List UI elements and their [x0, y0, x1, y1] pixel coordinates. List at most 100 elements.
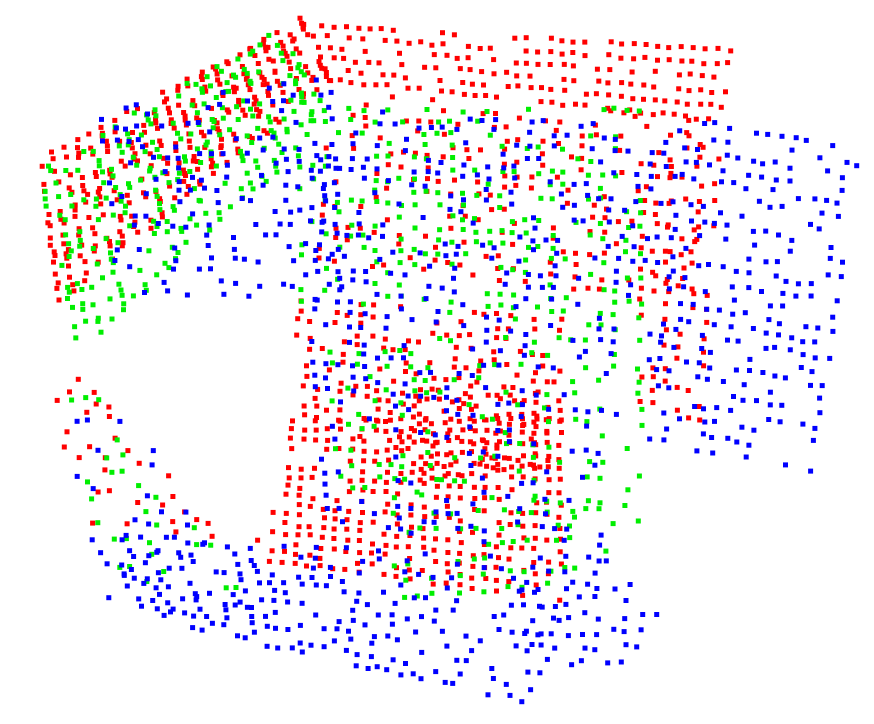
- green-point: [635, 390, 641, 396]
- red-point: [544, 439, 550, 445]
- green-point: [263, 178, 269, 184]
- green-point: [297, 164, 303, 170]
- red-point: [512, 398, 518, 404]
- blue-point: [524, 579, 530, 585]
- green-point: [544, 392, 550, 398]
- blue-point: [677, 416, 682, 422]
- red-point: [432, 257, 438, 263]
- red-point: [487, 192, 493, 198]
- red-point: [531, 410, 537, 416]
- red-point: [280, 89, 286, 95]
- blue-point: [231, 235, 236, 240]
- blue-point: [315, 268, 321, 274]
- red-point: [148, 163, 154, 169]
- red-point: [135, 500, 141, 505]
- blue-point: [245, 98, 250, 104]
- blue-point: [393, 454, 399, 460]
- blue-point: [808, 293, 814, 299]
- blue-point: [314, 153, 320, 159]
- red-point: [411, 403, 417, 409]
- red-point: [331, 526, 337, 532]
- blue-point: [834, 200, 840, 206]
- red-point: [539, 151, 545, 157]
- blue-point: [403, 661, 408, 666]
- green-point: [435, 251, 441, 257]
- green-point: [273, 163, 279, 169]
- blue-point: [700, 203, 706, 209]
- red-point: [453, 458, 459, 464]
- blue-point: [428, 369, 433, 375]
- red-point: [319, 346, 325, 351]
- green-point: [636, 473, 642, 479]
- green-point: [597, 310, 603, 316]
- red-point: [373, 82, 379, 88]
- blue-point: [530, 618, 536, 624]
- green-point: [601, 287, 607, 293]
- green-point: [147, 168, 153, 174]
- blue-point: [411, 169, 417, 175]
- blue-point: [524, 156, 530, 161]
- blue-point: [197, 151, 203, 157]
- blue-point: [825, 168, 831, 174]
- red-point: [534, 416, 540, 422]
- green-point: [638, 275, 644, 281]
- red-point: [481, 508, 487, 514]
- green-point: [299, 242, 305, 248]
- green-point: [511, 292, 517, 298]
- red-point: [457, 518, 463, 524]
- red-point: [301, 403, 307, 409]
- red-point: [479, 437, 485, 443]
- red-point: [422, 64, 428, 70]
- blue-point: [702, 219, 708, 225]
- blue-point: [363, 269, 369, 274]
- green-point: [250, 186, 256, 192]
- blue-point: [468, 523, 474, 529]
- red-point: [324, 407, 329, 413]
- red-point: [537, 464, 543, 470]
- blue-point: [402, 272, 408, 278]
- green-point: [322, 163, 328, 169]
- green-point: [455, 559, 461, 564]
- red-point: [445, 550, 451, 555]
- blue-point: [442, 241, 448, 247]
- red-point: [556, 490, 562, 496]
- red-point: [448, 450, 454, 456]
- red-point: [495, 485, 501, 490]
- red-point: [666, 45, 672, 51]
- red-point: [531, 430, 537, 436]
- blue-point: [623, 598, 629, 603]
- red-point: [394, 533, 400, 539]
- green-point: [600, 459, 606, 465]
- red-point: [649, 387, 655, 393]
- blue-point: [339, 579, 345, 584]
- blue-point: [143, 213, 149, 219]
- red-point: [556, 141, 561, 146]
- red-point: [357, 225, 363, 231]
- blue-point: [671, 344, 677, 350]
- red-point: [186, 138, 192, 144]
- blue-point: [522, 631, 528, 636]
- blue-point: [578, 123, 584, 129]
- green-point: [349, 222, 355, 228]
- red-point: [201, 133, 207, 139]
- green-point: [425, 365, 431, 371]
- blue-point: [281, 81, 287, 87]
- blue-point: [640, 612, 646, 617]
- red-point: [265, 89, 271, 94]
- red-point: [298, 466, 304, 472]
- red-point: [679, 174, 685, 180]
- red-point: [689, 286, 695, 292]
- green-point: [509, 230, 515, 236]
- red-point: [487, 45, 493, 51]
- green-point: [424, 107, 430, 112]
- blue-point: [267, 580, 272, 586]
- green-point: [154, 272, 160, 278]
- blue-point: [485, 692, 491, 698]
- green-point: [500, 240, 506, 246]
- blue-point: [460, 173, 466, 179]
- red-point: [440, 154, 446, 160]
- red-point: [293, 551, 298, 557]
- green-point: [267, 119, 273, 125]
- red-point: [455, 472, 461, 478]
